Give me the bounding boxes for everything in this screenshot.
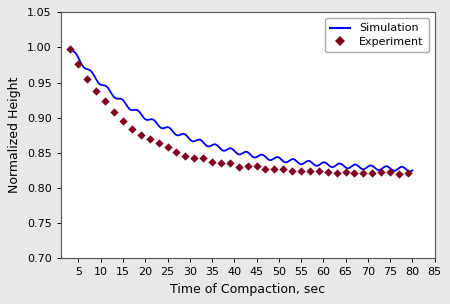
Point bbox=[342, 170, 349, 175]
Point bbox=[75, 61, 82, 66]
Point bbox=[164, 145, 171, 150]
Point bbox=[351, 171, 358, 175]
Point bbox=[128, 126, 135, 131]
Point bbox=[84, 77, 91, 82]
Point bbox=[93, 89, 100, 94]
Point bbox=[111, 110, 118, 115]
Point bbox=[288, 169, 296, 174]
Point bbox=[191, 155, 198, 160]
Point bbox=[208, 160, 216, 164]
Point bbox=[404, 171, 411, 175]
Point bbox=[396, 171, 403, 176]
Point bbox=[262, 167, 269, 172]
Point bbox=[297, 168, 305, 173]
Point bbox=[217, 161, 225, 165]
Point bbox=[66, 46, 73, 51]
Point bbox=[173, 149, 180, 154]
X-axis label: Time of Compaction, sec: Time of Compaction, sec bbox=[170, 283, 325, 296]
Point bbox=[387, 170, 394, 175]
Point bbox=[235, 164, 243, 169]
Point bbox=[279, 166, 287, 171]
Point bbox=[182, 153, 189, 158]
Point bbox=[119, 118, 126, 123]
Point bbox=[360, 170, 367, 175]
Point bbox=[324, 170, 331, 174]
Point bbox=[102, 99, 109, 104]
Point bbox=[226, 161, 234, 166]
Point bbox=[253, 164, 260, 169]
Point bbox=[333, 171, 340, 175]
Point bbox=[369, 171, 376, 176]
Point bbox=[137, 132, 144, 137]
Point bbox=[378, 170, 385, 174]
Point bbox=[315, 169, 323, 174]
Legend: Simulation, Experiment: Simulation, Experiment bbox=[324, 18, 429, 52]
Point bbox=[244, 164, 251, 169]
Point bbox=[155, 141, 162, 146]
Point bbox=[306, 168, 314, 173]
Point bbox=[146, 137, 153, 142]
Point bbox=[199, 156, 207, 161]
Point bbox=[271, 167, 278, 171]
Y-axis label: Normalized Height: Normalized Height bbox=[9, 77, 21, 193]
